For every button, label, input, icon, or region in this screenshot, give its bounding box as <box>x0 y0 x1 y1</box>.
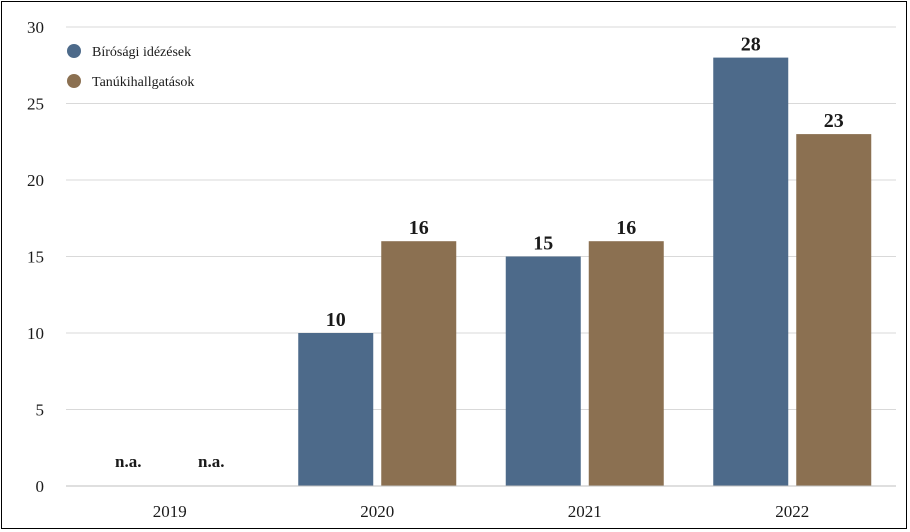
y-tick-label: 15 <box>27 248 44 267</box>
bars <box>298 57 872 486</box>
y-tick-label: 25 <box>27 95 44 114</box>
x-tick-label: 2020 <box>360 502 394 521</box>
x-tick-label: 2021 <box>568 502 602 521</box>
na-label: n.a. <box>115 452 141 471</box>
y-tick-label: 5 <box>36 401 45 420</box>
value-label: 15 <box>533 233 553 255</box>
bar-2020-series-2 <box>381 241 457 486</box>
axes: 0 5 10 15 20 25 30 2019 2020 2021 2022 <box>27 18 896 521</box>
legend-label: Bírósági idézések <box>92 45 191 60</box>
y-tick-label: 20 <box>27 171 44 190</box>
y-tick-label: 30 <box>27 18 44 37</box>
value-label: 28 <box>741 34 761 56</box>
y-tick-label: 10 <box>27 324 44 343</box>
legend-label: Tanúkihallgatások <box>92 75 194 90</box>
bar-2022-series-2 <box>796 134 872 486</box>
legend-marker <box>67 74 81 88</box>
bar-2020-series-1 <box>298 333 374 486</box>
value-label: 10 <box>326 309 346 331</box>
value-labels: n.a. n.a. 10 16 15 16 28 23 <box>115 34 844 471</box>
na-label: n.a. <box>198 452 224 471</box>
x-tick-label: 2019 <box>153 502 187 521</box>
bar-2021-series-2 <box>588 241 664 486</box>
bar-2022-series-1 <box>713 57 789 486</box>
x-tick-label: 2022 <box>775 502 809 521</box>
value-label: 23 <box>824 110 844 132</box>
bar-2021-series-1 <box>505 256 581 486</box>
value-label: 16 <box>409 217 429 239</box>
legend-marker <box>67 44 81 58</box>
y-tick-label: 0 <box>36 477 45 496</box>
value-label: 16 <box>616 217 636 239</box>
legend: Bírósági idézések Tanúkihallgatások <box>67 44 194 90</box>
